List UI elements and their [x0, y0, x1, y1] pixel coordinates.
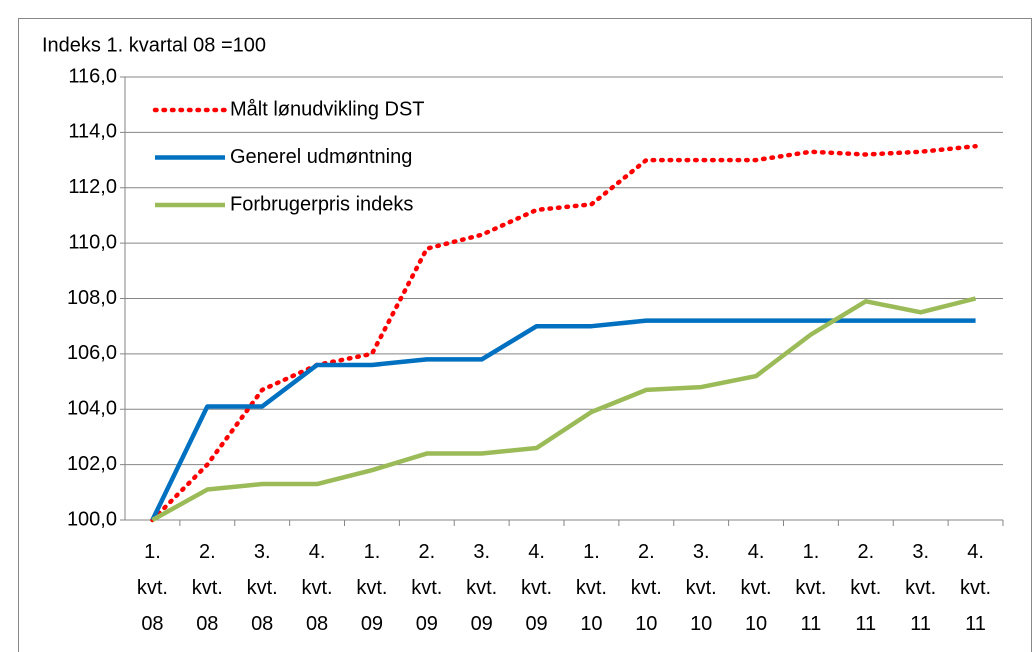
y-tick-label: 100,0 [67, 508, 117, 530]
x-tick-label: 4. kvt. 10 [741, 541, 772, 635]
y-tick-label: 110,0 [68, 231, 117, 253]
y-axis-label: Indeks 1. kvartal 08 =100 [42, 34, 266, 56]
y-tick-label: 116,0 [68, 65, 117, 87]
x-tick-label: 2. kvt. 08 [192, 541, 223, 635]
x-tick-label: 3. kvt. 10 [686, 541, 717, 635]
x-tick-label: 4. kvt. 09 [521, 541, 552, 635]
x-tick-label: 3. kvt. 09 [466, 541, 497, 635]
y-tick-label: 112,0 [68, 176, 117, 198]
y-tick-label: 104,0 [67, 398, 117, 420]
x-tick-label: 1. kvt. 10 [576, 541, 607, 635]
y-tick-label: 102,0 [67, 453, 117, 475]
legend-label: Generel udmøntning [230, 146, 412, 168]
series-line [150, 143, 978, 523]
x-tick-label: 1. kvt. 11 [795, 541, 826, 635]
series-line [151, 296, 977, 522]
legend-label: Forbrugerpris indeks [230, 193, 413, 215]
x-tick-label: 3. kvt. 08 [247, 541, 278, 635]
y-tick-label: 114,0 [68, 121, 117, 143]
x-tick-label: 4. kvt. 11 [960, 541, 991, 635]
x-tick-label: 2. kvt. 11 [850, 541, 881, 635]
x-tick-label: 2. kvt. 09 [411, 541, 442, 635]
y-tick-label: 106,0 [67, 342, 117, 364]
x-tick-label: 1. kvt. 09 [356, 541, 387, 635]
x-tick-label: 2. kvt. 10 [631, 541, 662, 635]
series-line [150, 318, 976, 521]
x-tick-label: 3. kvt. 11 [905, 541, 936, 635]
legend-label: Målt lønudvikling DST [230, 98, 425, 120]
x-tick-label: 1. kvt. 08 [137, 541, 168, 635]
y-tick-label: 108,0 [67, 287, 117, 309]
x-tick-label: 4. kvt. 08 [302, 541, 333, 635]
